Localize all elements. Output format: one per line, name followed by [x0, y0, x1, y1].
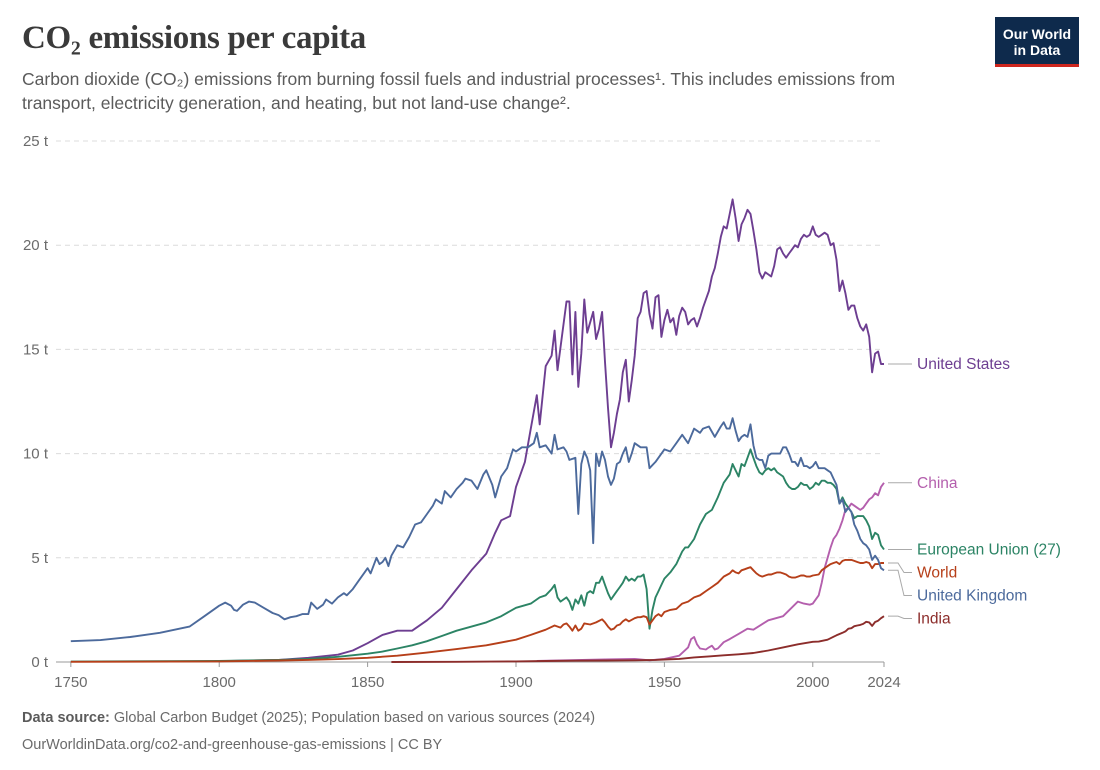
- label-connector-world: [888, 562, 912, 573]
- series-label-united-kingdom: United Kingdom: [917, 587, 1027, 604]
- y-tick-label: 5 t: [31, 550, 49, 567]
- y-tick-label: 25 t: [23, 133, 49, 150]
- logo-line-1: Our World: [1002, 26, 1072, 42]
- series-line-china: [536, 482, 885, 662]
- line-chart: 0 t 5 t 10 t 15 t 20 t 25 t 1750 1800 1850 1900 19…: [23, 133, 1061, 691]
- x-tick-label: 1750: [54, 674, 87, 691]
- series-label-world: World: [917, 564, 957, 581]
- y-tick-label: 20 t: [23, 237, 49, 254]
- y-tick-label: 10 t: [23, 446, 49, 463]
- data-source-text: Global Carbon Budget (2025); Population …: [113, 710, 596, 726]
- data-source-label: Data source:: [22, 710, 110, 726]
- series-line-india: [391, 615, 885, 663]
- label-connector-india: [888, 615, 912, 619]
- logo-accent-bar: [995, 64, 1079, 67]
- series-label-india: India: [917, 610, 951, 627]
- label-connector-united-kingdom: [888, 569, 912, 596]
- owid-logo[interactable]: Our World in Data: [995, 17, 1079, 67]
- logo-line-2: in Data: [1013, 42, 1061, 58]
- x-tick-label: 1900: [499, 674, 532, 691]
- y-tick-label: 15 t: [23, 341, 49, 358]
- x-tick-label: 2024: [867, 674, 900, 691]
- data-source: Data source: Global Carbon Budget (2025)…: [22, 710, 595, 726]
- x-tick-label: 2000: [796, 674, 829, 691]
- source-url[interactable]: OurWorldinData.org/co2-and-greenhouse-ga…: [22, 737, 443, 753]
- series-line-european-union-27: [70, 448, 885, 663]
- x-tick-label: 1850: [351, 674, 384, 691]
- chart-subtitle: Carbon dioxide (CO₂) emissions from burn…: [22, 69, 896, 113]
- series-line-united-states: [219, 198, 884, 663]
- series-line-united-kingdom: [70, 417, 885, 643]
- x-tick-label: 1800: [203, 674, 236, 691]
- series-label-united-states: United States: [917, 356, 1010, 373]
- series-line-world: [70, 558, 884, 663]
- series-label-european-union-27: European Union (27): [917, 541, 1061, 558]
- x-tick-label: 1950: [648, 674, 681, 691]
- chart-title: CO₂ emissions per capita: [22, 20, 367, 56]
- y-tick-label: 0 t: [31, 654, 49, 671]
- series-label-china: China: [917, 475, 958, 492]
